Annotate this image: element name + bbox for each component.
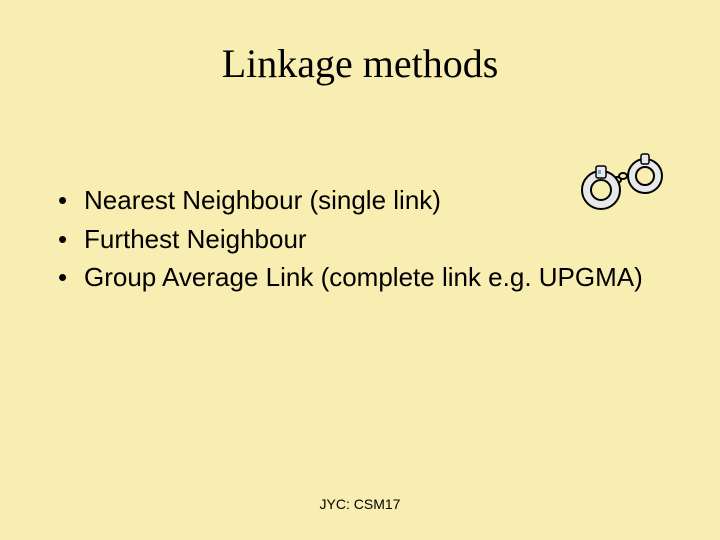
- list-item: Furthest Neighbour: [50, 223, 660, 256]
- handcuffs-icon: [575, 140, 665, 220]
- bullet-list: Nearest Neighbour (single link) Furthest…: [50, 184, 660, 300]
- slide-footer: JYC: CSM17: [0, 496, 720, 512]
- slide-title: Linkage methods: [0, 40, 720, 87]
- list-item: Group Average Link (complete link e.g. U…: [50, 261, 660, 294]
- list-item: Nearest Neighbour (single link): [50, 184, 660, 217]
